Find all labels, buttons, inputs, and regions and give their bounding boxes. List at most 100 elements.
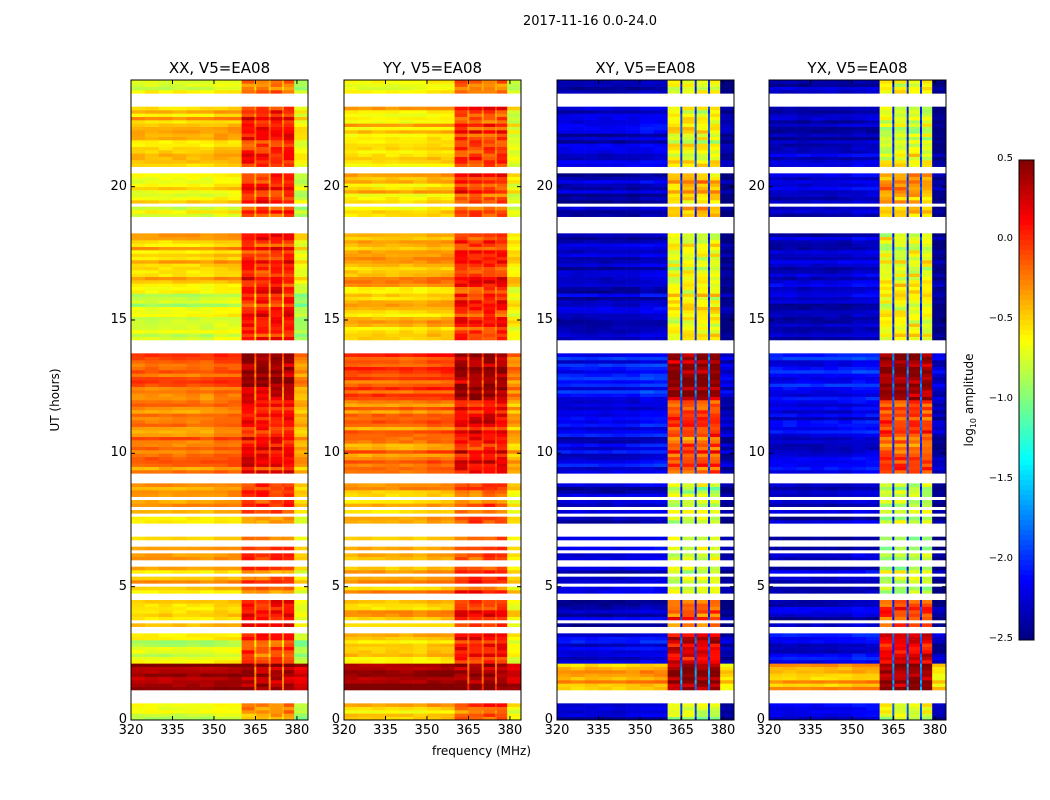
heatmap-cell: [158, 136, 173, 141]
heatmap-cell: [720, 706, 735, 711]
heatmap-cell: [440, 380, 455, 384]
heatmap-cell: [158, 236, 173, 241]
heatmap-cell: [357, 716, 372, 721]
heatmap-cell: [172, 356, 187, 361]
heatmap-cell: [144, 396, 159, 401]
heatmap-cell: [426, 633, 442, 637]
heatmap-cell: [507, 273, 522, 277]
heatmap-cell: [213, 420, 229, 424]
heatmap-cell: [283, 136, 295, 141]
heatmap-cell: [467, 416, 470, 421]
heatmap-cell: [399, 576, 414, 581]
heatmap-cell: [268, 320, 271, 324]
heatmap-cell: [144, 323, 159, 327]
heatmap-cell: [256, 83, 270, 87]
heatmap-cell: [254, 433, 257, 437]
heatmap-cell: [481, 240, 484, 244]
heatmap-cell: [294, 356, 309, 361]
heatmap-cell: [440, 283, 455, 287]
heatmap-cell: [357, 130, 372, 134]
heatmap-cell: [200, 156, 215, 161]
heatmap-cell: [172, 576, 187, 581]
heatmap-cell: [469, 296, 483, 301]
heatmap-cell: [469, 300, 483, 304]
heatmap-cell: [172, 196, 187, 201]
heatmap-cell: [483, 156, 496, 161]
heatmap-cell: [270, 90, 283, 94]
heatmap-cell: [241, 483, 255, 487]
heatmap-cell: [254, 90, 257, 94]
heatmap-cell: [469, 420, 483, 424]
heatmap-cell: [270, 503, 283, 507]
heatmap-cell: [294, 206, 309, 211]
heatmap-cell: [481, 653, 484, 657]
heatmap-cell: [371, 386, 386, 391]
heatmap-cell: [158, 646, 173, 651]
heatmap-cell: [270, 293, 283, 297]
heatmap-cell: [200, 673, 215, 677]
heatmap-cell: [200, 483, 215, 487]
heatmap-cell: [454, 333, 468, 337]
heatmap-cell: [268, 200, 271, 204]
heatmap-cell: [507, 576, 522, 581]
heatmap-cell: [413, 510, 428, 514]
heatmap-cell: [495, 320, 498, 324]
heatmap-cell: [144, 306, 159, 311]
heatmap-cell: [283, 423, 295, 427]
heatmap-cell: [495, 143, 498, 147]
heatmap-cell: [371, 553, 386, 557]
heatmap-cell: [172, 716, 187, 721]
heatmap-cell: [282, 250, 285, 254]
heatmap-cell: [172, 330, 187, 334]
heatmap-cell: [507, 633, 522, 637]
heatmap-cell: [241, 606, 255, 611]
heatmap-cell: [200, 623, 215, 627]
heatmap-cell: [469, 243, 483, 247]
heatmap-cell: [426, 516, 442, 521]
heatmap-cell: [507, 323, 522, 327]
heatmap-cell: [570, 680, 585, 684]
heatmap-cell: [469, 336, 483, 341]
heatmap-cell: [200, 300, 215, 304]
heatmap-cell: [268, 270, 271, 274]
heatmap-cell: [467, 116, 470, 121]
heatmap-cell: [385, 493, 400, 497]
heatmap-cell: [440, 86, 455, 91]
heatmap-cell: [469, 363, 483, 367]
heatmap-cell: [283, 320, 295, 324]
heatmap-cell: [344, 270, 359, 274]
heatmap-cell: [186, 326, 201, 331]
heatmap-cell: [385, 176, 400, 181]
heatmap-cell: [507, 653, 522, 657]
heatmap-cell: [626, 713, 641, 717]
heatmap-cell: [256, 140, 270, 144]
heatmap-cell: [440, 130, 455, 134]
heatmap-cell: [371, 456, 386, 461]
heatmap-cell: [413, 160, 428, 164]
heatmap-cell: [385, 586, 400, 591]
heatmap-cell: [256, 440, 270, 444]
heatmap-cell: [426, 650, 442, 654]
heatmap-cell: [200, 83, 215, 87]
heatmap-cell: [344, 123, 359, 127]
heatmap-cell: [371, 330, 386, 334]
heatmap-cell: [467, 190, 470, 194]
heatmap-cell: [426, 176, 442, 181]
heatmap-cell: [227, 236, 242, 241]
heatmap-cell: [282, 406, 285, 411]
heatmap-cell: [481, 283, 484, 287]
heatmap-cell: [467, 393, 470, 397]
heatmap-cell: [186, 186, 201, 191]
heatmap-cell: [467, 643, 470, 647]
heatmap-cell: [399, 180, 414, 184]
heatmap-cell: [213, 616, 229, 621]
heatmap-cell: [507, 556, 522, 561]
heatmap-cell: [426, 486, 442, 491]
heatmap-cell: [385, 683, 400, 687]
heatmap-cell: [469, 193, 483, 197]
heatmap-cell: [344, 603, 359, 607]
heatmap-cell: [268, 510, 271, 514]
heatmap-cell: [144, 156, 159, 161]
heatmap-cell: [144, 686, 159, 691]
heatmap-cell: [469, 673, 483, 677]
